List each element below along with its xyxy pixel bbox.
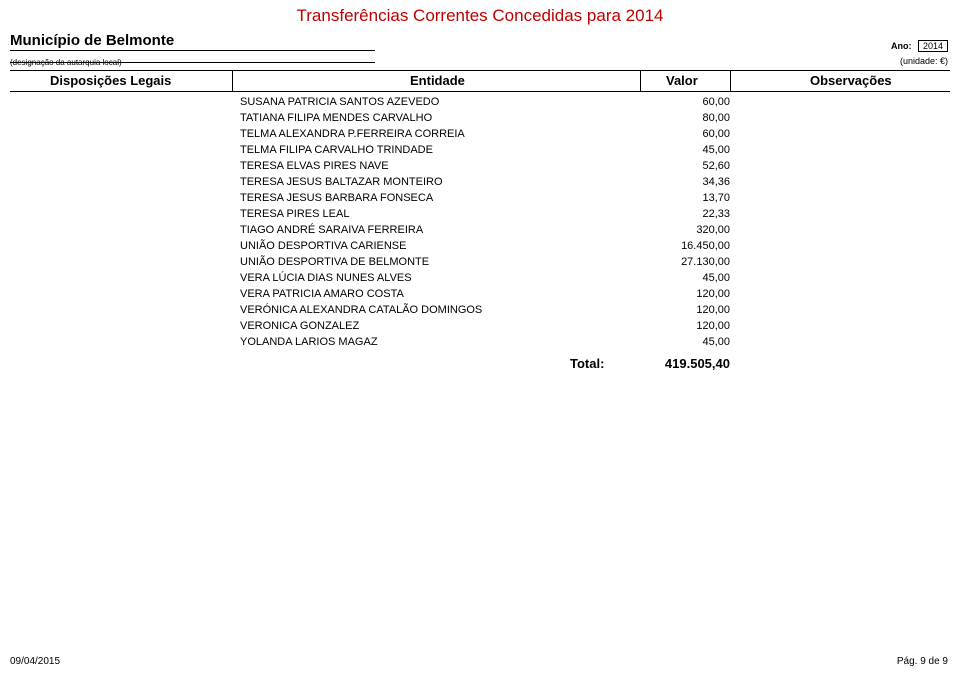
- table-row: VERONICA GONZALEZ 120,00: [10, 320, 950, 336]
- table-row: SUSANA PATRICIA SANTOS AZEVEDO 60,00: [10, 96, 950, 112]
- cell-entidade: TELMA FILIPA CARVALHO TRINDADE: [240, 144, 433, 156]
- cell-entidade: TERESA PIRES LEAL: [240, 208, 349, 220]
- cell-entidade: TERESA JESUS BARBARA FONSECA: [240, 192, 433, 204]
- cell-entidade: TERESA ELVAS PIRES NAVE: [240, 160, 389, 172]
- municipality-rule-top: [10, 50, 375, 51]
- total-value: 419.505,40: [650, 356, 730, 371]
- table-row: TERESA JESUS BALTAZAR MONTEIRO 34,36: [10, 176, 950, 192]
- cell-entidade: VERA LÚCIA DIAS NUNES ALVES: [240, 272, 412, 284]
- ano-label: Ano:: [891, 41, 912, 51]
- ano-block: Ano: 2014: [891, 40, 948, 52]
- cell-entidade: UNIÃO DESPORTIVA CARIENSE: [240, 240, 406, 252]
- col-disposicoes: Disposições Legais: [50, 73, 171, 88]
- col-observacoes: Observações: [810, 73, 892, 88]
- header-vline-1: [232, 70, 233, 92]
- cell-valor: 45,00: [650, 336, 730, 348]
- cell-valor: 60,00: [650, 128, 730, 140]
- cell-entidade: YOLANDA LARIOS MAGAZ: [240, 336, 378, 348]
- cell-valor: 34,36: [650, 176, 730, 188]
- municipality-rule-bot: [10, 62, 375, 63]
- cell-entidade: TATIANA FILIPA MENDES CARVALHO: [240, 112, 432, 124]
- cell-valor: 60,00: [650, 96, 730, 108]
- ano-value: 2014: [918, 40, 948, 52]
- table-row: TERESA ELVAS PIRES NAVE 52,60: [10, 160, 950, 176]
- municipality-block: Município de Belmonte: [10, 32, 174, 49]
- municipality-name: Município de Belmonte: [10, 32, 174, 49]
- footer-page: Pág. 9 de 9: [897, 656, 948, 667]
- cell-entidade: VERONICA GONZALEZ: [240, 320, 359, 332]
- cell-valor: 320,00: [650, 224, 730, 236]
- cell-entidade: UNIÃO DESPORTIVA DE BELMONTE: [240, 256, 429, 268]
- table-row: TERESA JESUS BARBARA FONSECA 13,70: [10, 192, 950, 208]
- cell-valor: 13,70: [650, 192, 730, 204]
- unidade-label: (unidade: €): [900, 56, 948, 66]
- cell-valor: 120,00: [650, 320, 730, 332]
- table-row: VERÓNICA ALEXANDRA CATALÃO DOMINGOS 120,0…: [10, 304, 950, 320]
- col-valor: Valor: [666, 73, 698, 88]
- table-row: YOLANDA LARIOS MAGAZ 45,00: [10, 336, 950, 352]
- cell-valor: 16.450,00: [650, 240, 730, 252]
- cell-valor: 22,33: [650, 208, 730, 220]
- col-entidade: Entidade: [410, 73, 465, 88]
- cell-valor: 27.130,00: [650, 256, 730, 268]
- header-vline-2: [640, 70, 641, 92]
- cell-entidade: TIAGO ANDRÉ SARAIVA FERREIRA: [240, 224, 423, 236]
- cell-valor: 80,00: [650, 112, 730, 124]
- cell-valor: 120,00: [650, 288, 730, 300]
- table-row: TELMA ALEXANDRA P.FERREIRA CORREIA 60,00: [10, 128, 950, 144]
- header-line-bot: [10, 91, 950, 92]
- footer-date: 09/04/2015: [10, 656, 60, 667]
- municipality-sub-wrapper: (designação da autarquia local): [10, 52, 122, 70]
- cell-valor: 45,00: [650, 144, 730, 156]
- cell-valor: 45,00: [650, 272, 730, 284]
- table-row: VERA LÚCIA DIAS NUNES ALVES 45,00: [10, 272, 950, 288]
- total-row: Total: 419.505,40: [10, 356, 950, 376]
- cell-entidade: SUSANA PATRICIA SANTOS AZEVEDO: [240, 96, 439, 108]
- report-title-row: Transferências Correntes Concedidas para…: [0, 6, 960, 26]
- header-line-top: [10, 70, 950, 71]
- cell-entidade: VERA PATRICIA AMARO COSTA: [240, 288, 404, 300]
- table-row: UNIÃO DESPORTIVA CARIENSE 16.450,00: [10, 240, 950, 256]
- cell-valor: 52,60: [650, 160, 730, 172]
- table-row: TATIANA FILIPA MENDES CARVALHO 80,00: [10, 112, 950, 128]
- total-label: Total:: [570, 356, 604, 371]
- report-title: Transferências Correntes Concedidas para…: [297, 6, 664, 25]
- report-page: Transferências Correntes Concedidas para…: [0, 0, 960, 675]
- cell-valor: 120,00: [650, 304, 730, 316]
- table-body: SUSANA PATRICIA SANTOS AZEVEDO60,00TATIA…: [10, 96, 950, 376]
- table-row: VERA PATRICIA AMARO COSTA 120,00: [10, 288, 950, 304]
- cell-entidade: TELMA ALEXANDRA P.FERREIRA CORREIA: [240, 128, 465, 140]
- header-vline-3: [730, 70, 731, 92]
- table-header: Disposições Legais Entidade Valor Observ…: [10, 70, 950, 92]
- table-row: TIAGO ANDRÉ SARAIVA FERREIRA 320,00: [10, 224, 950, 240]
- table-row: TELMA FILIPA CARVALHO TRINDADE 45,00: [10, 144, 950, 160]
- table-row: TERESA PIRES LEAL 22,33: [10, 208, 950, 224]
- cell-entidade: TERESA JESUS BALTAZAR MONTEIRO: [240, 176, 443, 188]
- cell-entidade: VERÓNICA ALEXANDRA CATALÃO DOMINGOS: [240, 304, 482, 316]
- table-row: UNIÃO DESPORTIVA DE BELMONTE 27.130,00: [10, 256, 950, 272]
